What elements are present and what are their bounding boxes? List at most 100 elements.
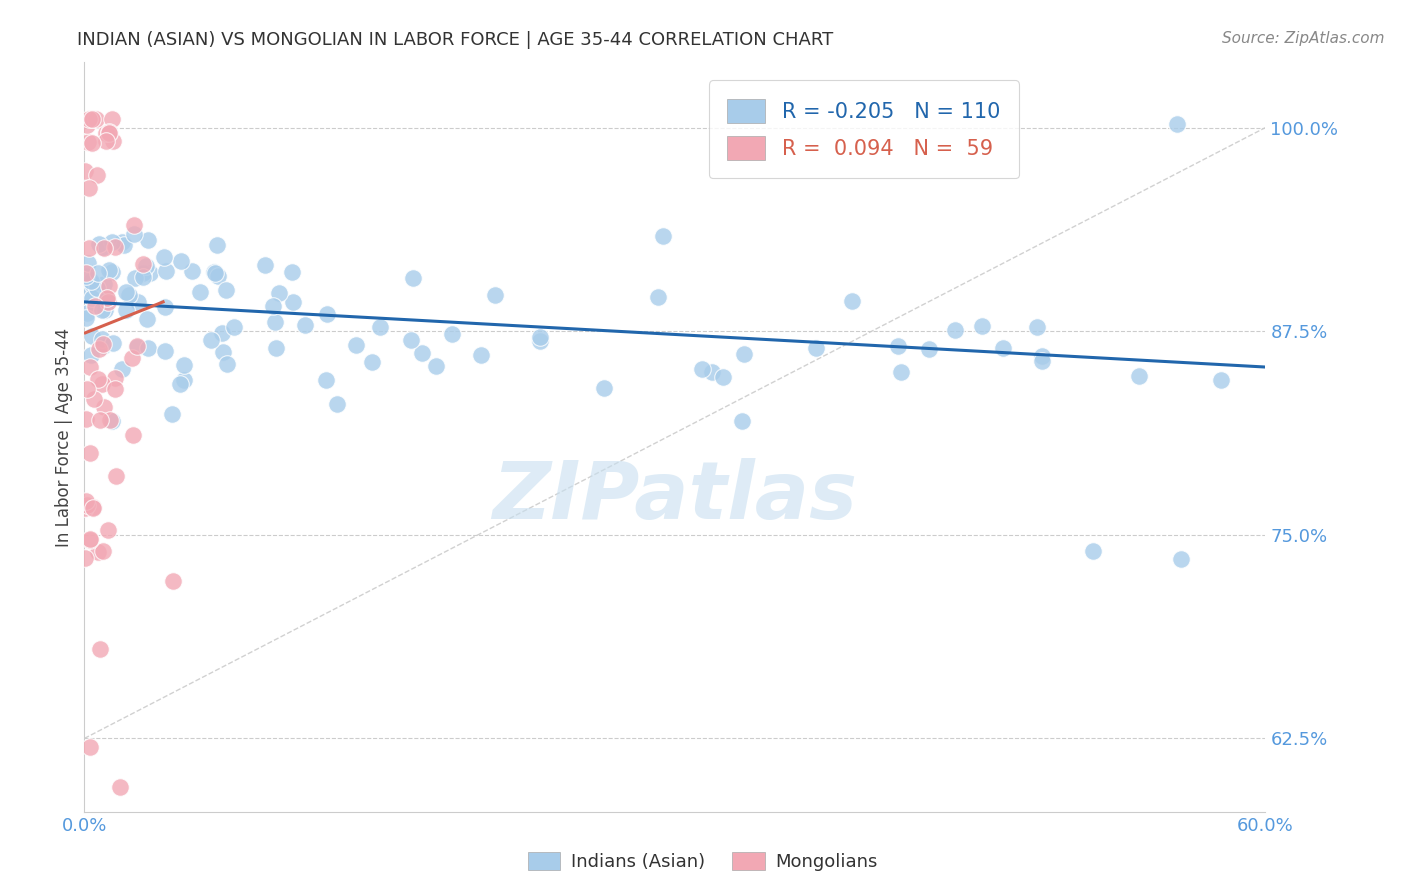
Point <box>217 357 239 371</box>
Point <box>93 241 115 255</box>
Point <box>315 373 337 387</box>
Point <box>1081 544 1104 558</box>
Point <box>943 323 966 337</box>
Point <box>91 302 114 317</box>
Point <box>202 265 225 279</box>
Point <box>411 346 433 360</box>
Point <box>98 126 121 140</box>
Point <box>87 237 110 252</box>
Y-axis label: In Labor Force | Age 35-44: In Labor Force | Age 35-44 <box>55 327 73 547</box>
Point <box>1026 320 1049 334</box>
Text: INDIAN (ASIAN) VS MONGOLIAN IN LABOR FORCE | AGE 35-44 CORRELATION CHART: INDIAN (ASIAN) VS MONGOLIAN IN LABOR FOR… <box>77 31 834 49</box>
Point <box>470 348 492 362</box>
Point <box>886 339 908 353</box>
Point <box>593 381 616 395</box>
Point <box>84 112 107 127</box>
Point <box>181 264 204 278</box>
Point <box>647 290 669 304</box>
Point <box>91 339 114 353</box>
Point <box>101 112 124 127</box>
Point <box>96 291 118 305</box>
Point <box>1170 552 1192 566</box>
Point <box>262 299 284 313</box>
Point <box>79 446 101 460</box>
Point <box>153 301 176 315</box>
Point <box>104 240 127 254</box>
Point <box>711 370 734 384</box>
Point <box>100 235 122 249</box>
Point <box>77 287 100 301</box>
Point <box>325 397 347 411</box>
Point <box>125 339 148 353</box>
Point <box>89 413 111 427</box>
Point <box>266 341 288 355</box>
Point <box>96 523 118 537</box>
Point <box>1031 349 1053 363</box>
Point <box>115 285 138 299</box>
Point <box>90 377 112 392</box>
Point <box>87 545 110 559</box>
Point <box>108 780 131 795</box>
Point <box>125 340 148 354</box>
Legend: R = -0.205   N = 110, R =  0.094   N =  59: R = -0.205 N = 110, R = 0.094 N = 59 <box>709 80 1019 178</box>
Point <box>76 256 98 270</box>
Point <box>75 269 97 284</box>
Point <box>205 238 228 252</box>
Point <box>101 134 124 148</box>
Point <box>118 288 141 302</box>
Point <box>127 295 149 310</box>
Point <box>86 281 108 295</box>
Point <box>96 126 118 140</box>
Point <box>76 382 98 396</box>
Point <box>77 112 100 127</box>
Point <box>132 266 155 280</box>
Point <box>75 494 97 508</box>
Point <box>97 278 120 293</box>
Point <box>399 333 422 347</box>
Point <box>79 532 101 546</box>
Point <box>97 263 120 277</box>
Point <box>77 181 100 195</box>
Text: ZIPatlas: ZIPatlas <box>492 458 858 536</box>
Legend: Indians (Asian), Mongolians: Indians (Asian), Mongolians <box>520 845 886 879</box>
Point <box>173 358 195 372</box>
Point <box>1128 368 1150 383</box>
Point <box>136 233 159 247</box>
Point <box>804 341 827 355</box>
Point <box>224 320 246 334</box>
Point <box>368 319 391 334</box>
Point <box>441 326 464 341</box>
Point <box>77 135 100 149</box>
Point <box>121 351 143 366</box>
Point <box>101 335 124 350</box>
Point <box>76 119 98 133</box>
Point <box>112 238 135 252</box>
Point <box>132 270 155 285</box>
Point <box>212 345 235 359</box>
Point <box>79 359 101 374</box>
Point <box>82 112 104 127</box>
Point <box>991 341 1014 355</box>
Point <box>267 286 290 301</box>
Point <box>211 326 233 341</box>
Point <box>733 347 755 361</box>
Point <box>75 164 97 178</box>
Text: Source: ZipAtlas.com: Source: ZipAtlas.com <box>1222 31 1385 46</box>
Point <box>155 264 177 278</box>
Point <box>1166 117 1188 131</box>
Point <box>101 265 124 279</box>
Point <box>82 500 104 514</box>
Point <box>200 333 222 347</box>
Point <box>91 544 114 558</box>
Point <box>94 302 117 317</box>
Point <box>918 343 941 357</box>
Point <box>75 311 97 326</box>
Point <box>111 235 134 249</box>
Point <box>281 294 304 309</box>
Point <box>93 277 115 292</box>
Point <box>153 250 176 264</box>
Point <box>690 362 713 376</box>
Point <box>122 218 145 232</box>
Point <box>253 258 276 272</box>
Point <box>160 407 183 421</box>
